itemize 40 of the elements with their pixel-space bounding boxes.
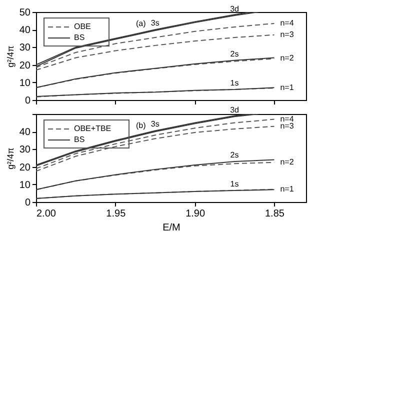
y-axis-title: g²/4π bbox=[5, 46, 16, 68]
y-tick-label: 0 bbox=[24, 198, 31, 208]
y-tick-label: 10 bbox=[19, 180, 31, 191]
x-tick-label: 2.00 bbox=[36, 208, 56, 220]
y-tick-label: 10 bbox=[19, 78, 31, 89]
series-label: 1s bbox=[230, 78, 239, 88]
series-label: 3d bbox=[230, 106, 239, 115]
y-tick-label: 40 bbox=[19, 25, 31, 36]
y-tick-label: 30 bbox=[19, 144, 31, 156]
y-tick-label: 0 bbox=[24, 96, 31, 106]
series-label: 2s bbox=[230, 150, 239, 160]
x-axis-title: E/M bbox=[162, 222, 180, 234]
y-tick-label: 20 bbox=[19, 162, 31, 174]
x-tick-label: 1.95 bbox=[106, 208, 126, 220]
series-label: n=3 bbox=[280, 30, 294, 39]
y-tick-label: 30 bbox=[19, 42, 31, 54]
series-label: n=3 bbox=[280, 121, 294, 130]
y-tick-label: 20 bbox=[19, 60, 31, 72]
series-label: n=1 bbox=[280, 83, 294, 92]
y-tick-label: 40 bbox=[19, 127, 31, 138]
series-label: 3d bbox=[230, 4, 239, 14]
x-tick-label: 1.90 bbox=[186, 208, 206, 220]
series-label: n=4 bbox=[280, 114, 294, 124]
y-tick-label: 50 bbox=[19, 8, 31, 18]
annotation: BS bbox=[74, 33, 85, 42]
series-label: n=1 bbox=[280, 184, 294, 194]
series-label: 3s bbox=[150, 120, 160, 129]
x-tick-label: 1.85 bbox=[265, 208, 285, 220]
series-label: 3s bbox=[150, 18, 160, 28]
annotation: BS bbox=[74, 135, 85, 144]
annotation: OBE+TBE bbox=[74, 124, 112, 133]
series-label: 2s bbox=[230, 49, 239, 58]
series-label: n=2 bbox=[280, 54, 294, 63]
annotation: (a) bbox=[136, 19, 146, 28]
y-axis-title: g²/4π bbox=[5, 148, 16, 170]
series-label: 1s bbox=[230, 180, 239, 189]
annotation: OBE bbox=[74, 22, 91, 31]
series-label: n=2 bbox=[280, 157, 294, 166]
series-label: n=4 bbox=[280, 18, 294, 28]
annotation: (b) bbox=[136, 121, 146, 130]
